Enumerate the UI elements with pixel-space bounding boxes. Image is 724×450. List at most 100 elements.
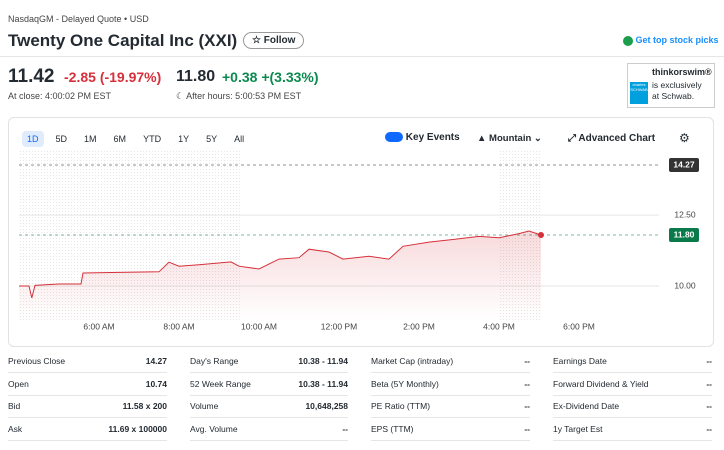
- stat-value: --: [524, 378, 530, 389]
- divider: [0, 56, 724, 57]
- stat-value: 11.58 x 200: [122, 401, 167, 411]
- x-tick-label: 6:00 AM: [83, 321, 114, 331]
- stat-divider: [553, 372, 712, 373]
- ah-change-abs: +0.38: [222, 69, 258, 85]
- toggle: [385, 132, 403, 143]
- key-events[interactable]: Key Events: [385, 132, 460, 143]
- stat-value: --: [342, 423, 348, 434]
- stat-value: --: [706, 378, 712, 389]
- reference-label: 11.80: [674, 229, 695, 239]
- ad-brand: thinkorswim®: [652, 67, 712, 77]
- ah-change-pct: +(3.33%): [261, 69, 319, 85]
- stat-value: --: [524, 401, 530, 411]
- stat-divider: [371, 439, 530, 441]
- stat-label: Bid: [8, 401, 21, 411]
- stat-label: Market Cap (intraday): [371, 356, 454, 366]
- stat-value: 10.38 - 11.94: [298, 356, 348, 366]
- stat-label: 52 Week Range: [190, 378, 251, 389]
- range-tab[interactable]: 5Y: [206, 134, 218, 144]
- stat-value: 10.38 - 11.94: [298, 378, 348, 389]
- chart-type[interactable]: ▲ Mountain ⌄: [477, 133, 542, 144]
- reference-label: 14.27: [673, 159, 695, 169]
- range-tab[interactable]: 1D: [22, 131, 44, 147]
- chart: 10.00 12.50 6:00 AM 8:00 AM 10:00 AM 12:00 PM…: [19, 150, 699, 331]
- change-abs: -2.85: [64, 69, 96, 85]
- y-tick-label: 10.00: [674, 280, 696, 290]
- chart-card: [8, 117, 714, 347]
- y-tick-label: 12.50: [674, 209, 696, 219]
- price: 11.42: [8, 66, 55, 87]
- x-tick-label: 10:00 AM: [241, 321, 277, 331]
- reference-badge: [669, 158, 699, 173]
- stat-value: --: [706, 401, 712, 411]
- stat-divider: [553, 417, 712, 418]
- range-tab[interactable]: YTD: [143, 134, 162, 144]
- range-tabs: 1D 5D 1M 6M YTD 1Y 5Y All: [22, 131, 249, 147]
- settings-icon[interactable]: ⚙: [679, 131, 690, 145]
- advanced-chart[interactable]: ⤢ Advanced Chart: [568, 133, 656, 144]
- stat-divider: [190, 439, 348, 441]
- stat-divider: [190, 417, 348, 418]
- range-tab[interactable]: 1M: [84, 134, 97, 144]
- stat-label: Forward Dividend & Yield: [553, 378, 649, 389]
- ah-time: ☾ After hours: 5:00:53 PM EST: [176, 91, 302, 101]
- area-fill: [19, 231, 541, 320]
- follow-label: Follow: [263, 35, 296, 46]
- promo-icon: [623, 35, 633, 46]
- last-point: [538, 232, 544, 238]
- stat-label: Beta (5Y Monthly): [371, 378, 439, 389]
- title: Twenty One Capital Inc (XXI): [8, 31, 238, 50]
- ad-box[interactable]: charles SCHWAB thinkorswim® is exclusive…: [627, 63, 715, 108]
- stat-label: Earnings Date: [553, 356, 607, 366]
- range-tab[interactable]: 5D: [55, 134, 68, 144]
- stat-divider: [371, 372, 530, 373]
- stat-divider: [8, 439, 167, 441]
- exchange: NasdaqGM - Delayed Quote • USD: [8, 14, 149, 24]
- stat-label: Avg. Volume: [190, 423, 238, 434]
- x-tick-label: 12:00 PM: [321, 321, 357, 331]
- stat-divider: [8, 394, 167, 396]
- stat-value: 10.74: [145, 378, 167, 389]
- ad-line2: at Schwab.: [652, 91, 695, 101]
- chart-type-label: Mountain: [489, 133, 532, 144]
- stat-value: --: [706, 356, 712, 366]
- stat-value: --: [706, 423, 712, 434]
- ad-line1: is exclusively: [652, 80, 702, 90]
- stat-value: 10,648,258: [305, 401, 348, 411]
- key-events-label: Key Events: [405, 132, 460, 143]
- reference-badge: [669, 228, 699, 242]
- follow-button[interactable]: ☆ Follow: [243, 32, 305, 49]
- stat-divider: [371, 394, 530, 396]
- ad-logo: charles SCHWAB: [630, 82, 648, 104]
- stat-label: 1y Target Est: [553, 423, 603, 434]
- range-tab[interactable]: All: [234, 134, 245, 144]
- stat-label: Volume: [190, 401, 219, 411]
- change: -2.85 (-19.97%): [64, 69, 161, 85]
- x-tick-label: 2:00 PM: [403, 321, 435, 331]
- stat-label: Previous Close: [8, 356, 66, 366]
- stat-divider: [371, 417, 530, 418]
- stat-divider: [553, 394, 712, 396]
- stat-value: 11.69 x 100000: [108, 423, 167, 434]
- stat-divider: [190, 372, 348, 373]
- stat-label: EPS (TTM): [371, 423, 414, 434]
- range-tab[interactable]: 6M: [113, 134, 127, 144]
- stat-divider: [553, 439, 712, 441]
- stat-divider: [190, 394, 348, 396]
- promo-link[interactable]: Get top stock picks: [623, 35, 719, 46]
- stat-label: Ex-Dividend Date: [553, 401, 620, 411]
- stat-divider: [8, 372, 167, 373]
- stat-label: Open: [8, 378, 29, 389]
- stat-divider: [8, 417, 167, 418]
- ah-change: +0.38 +(3.33%): [222, 69, 319, 85]
- stat-value: --: [524, 356, 530, 366]
- close-time: At close: 4:00:02 PM EST: [8, 91, 112, 101]
- change-pct: (-19.97%): [99, 69, 162, 85]
- stat-label: Ask: [8, 423, 23, 434]
- advanced-label: Advanced Chart: [578, 133, 656, 144]
- range-tab[interactable]: 1Y: [178, 134, 190, 144]
- stat-value: --: [524, 423, 530, 434]
- ah-time-text: After hours: 5:00:53 PM EST: [186, 91, 302, 101]
- ah-price: 11.80: [176, 68, 216, 85]
